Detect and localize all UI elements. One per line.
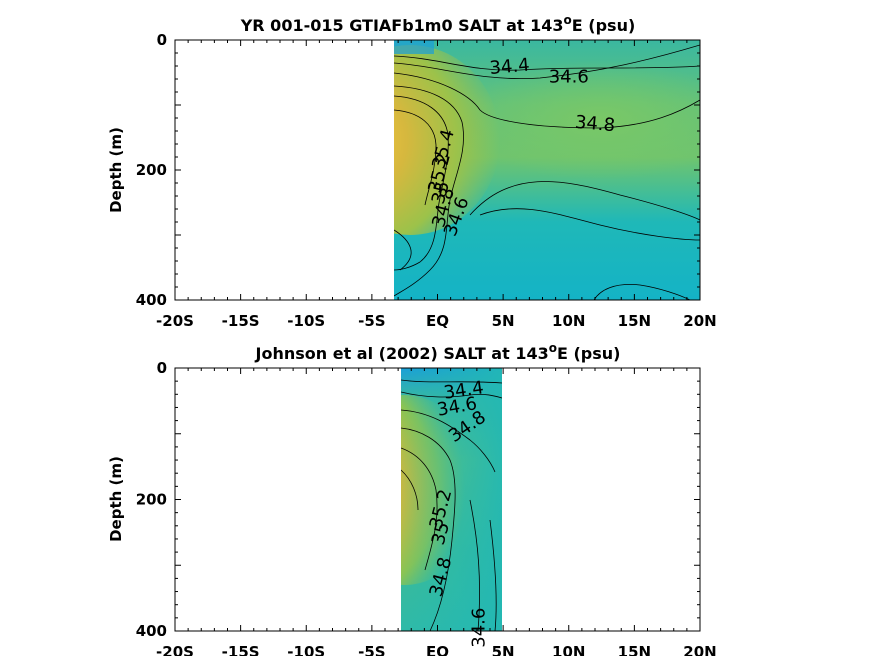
x-tick-label: -15S — [222, 312, 260, 330]
panel-2-title: Johnson et al (2002) SALT at 143oE (psu) — [255, 341, 621, 363]
panel-1-y-axis-label: Depth (m) — [107, 127, 125, 213]
x-tick-label: -5S — [358, 312, 385, 330]
x-tick-label: 20N — [683, 312, 716, 330]
panel-1-title: YR 001-015 GTIAFb1m0 SALT at 143oE (psu) — [240, 13, 636, 35]
x-tick-label: 10N — [552, 643, 585, 656]
x-tick-label: -15S — [222, 643, 260, 656]
x-tick-label: EQ — [426, 643, 449, 656]
panel-2-salinity-field — [401, 368, 502, 631]
contour-label: 34.4 — [489, 55, 531, 79]
x-tick-label: -10S — [287, 643, 325, 656]
x-tick-label: -20S — [156, 312, 194, 330]
panel-1-y-ticks: 0 200 400 — [136, 31, 700, 309]
x-tick-label: 5N — [492, 312, 515, 330]
x-tick-label: -20S — [156, 643, 194, 656]
contour-label: 34.8 — [574, 112, 616, 136]
y-tick-label: 200 — [136, 161, 167, 179]
x-tick-label: 20N — [683, 643, 716, 656]
x-tick-label: -10S — [287, 312, 325, 330]
panel-2-y-axis-label: Depth (m) — [107, 456, 125, 542]
y-tick-label: 400 — [136, 291, 167, 309]
x-tick-label: -5S — [358, 643, 385, 656]
panel-1-x-ticks: -20S -15S -10S -5S EQ 5N 10N 15N 20N — [156, 40, 717, 330]
y-tick-label: 200 — [136, 491, 167, 509]
x-tick-label: 10N — [552, 312, 585, 330]
x-tick-label: 15N — [618, 312, 651, 330]
y-tick-label: 0 — [157, 359, 167, 377]
contour-label: 34.6 — [469, 608, 490, 648]
panel-2-y-ticks: 0 200 400 — [136, 359, 700, 640]
x-tick-label: EQ — [426, 312, 449, 330]
x-tick-label: 5N — [492, 643, 515, 656]
y-tick-label: 400 — [136, 622, 167, 640]
panel-1-salinity-field — [394, 40, 700, 300]
y-tick-label: 0 — [157, 31, 167, 49]
panel-1: YR 001-015 GTIAFb1m0 SALT at 143oE (psu) — [107, 13, 717, 330]
panel-2-x-ticks: -20S -15S -10S -5S EQ 5N 10N 15N 20N — [156, 368, 717, 656]
contour-label: 34.6 — [549, 67, 589, 88]
panel-2: Johnson et al (2002) SALT at 143oE (psu)… — [107, 341, 717, 656]
x-tick-label: 15N — [618, 643, 651, 656]
